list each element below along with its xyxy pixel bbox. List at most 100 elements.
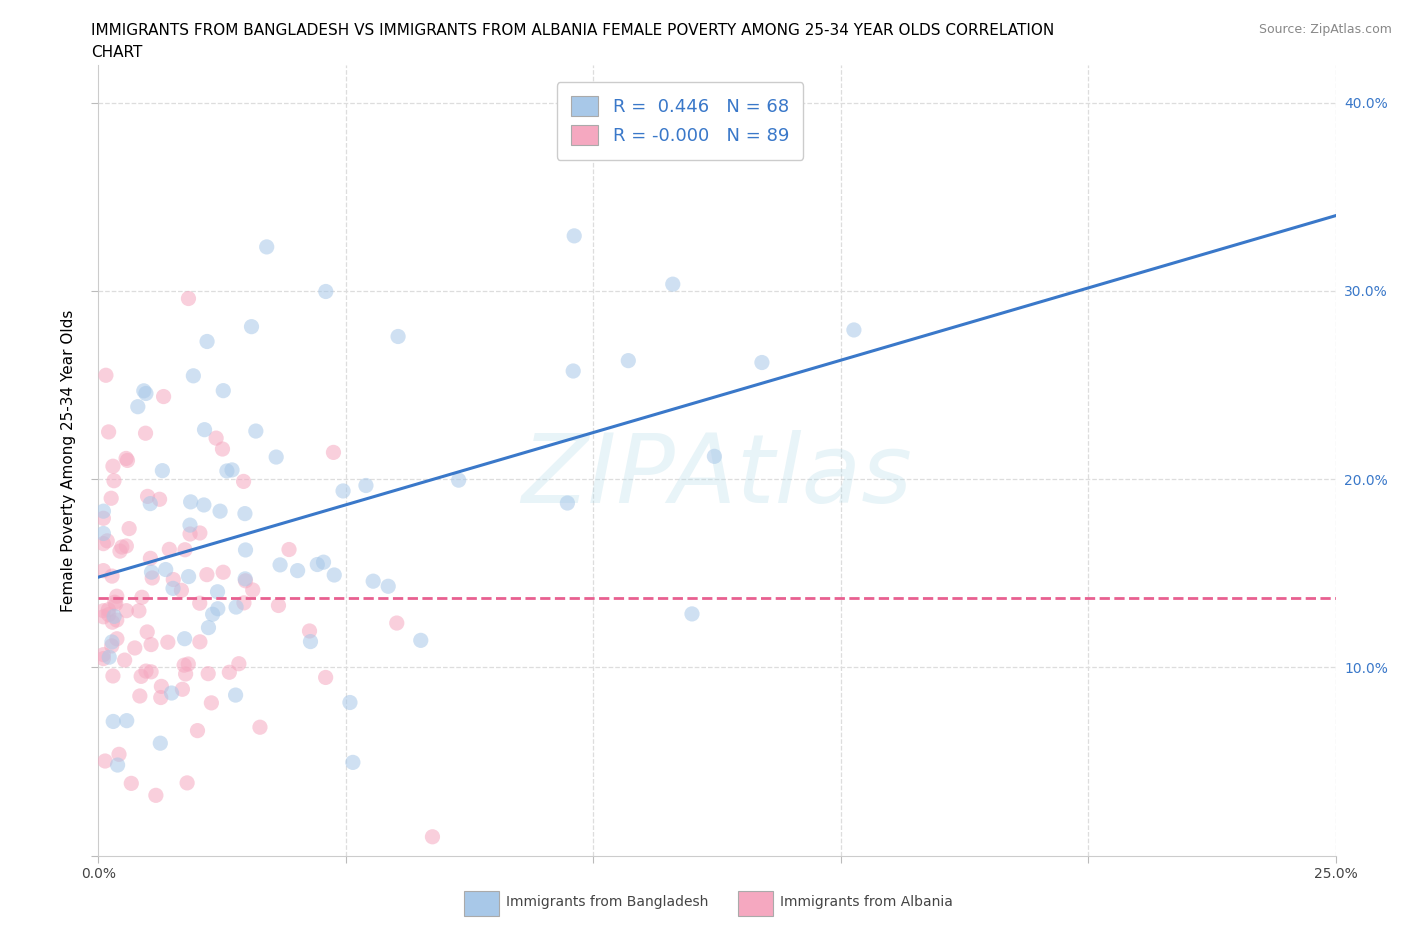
Point xyxy=(115,451,138,466)
Point xyxy=(307,557,329,572)
Point xyxy=(269,557,291,572)
Point xyxy=(681,606,703,621)
Point xyxy=(160,685,183,700)
Point xyxy=(93,504,115,519)
Point xyxy=(149,736,172,751)
Y-axis label: Female Poverty Among 25-34 Year Olds: Female Poverty Among 25-34 Year Olds xyxy=(60,309,76,612)
Point xyxy=(115,538,138,553)
Point xyxy=(751,355,773,370)
Point xyxy=(128,688,150,703)
Point xyxy=(211,442,233,457)
Point xyxy=(176,776,198,790)
Point xyxy=(249,720,271,735)
Text: IMMIGRANTS FROM BANGLADESH VS IMMIGRANTS FROM ALBANIA FEMALE POVERTY AMONG 25-34: IMMIGRANTS FROM BANGLADESH VS IMMIGRANTS… xyxy=(91,23,1055,38)
Point xyxy=(298,623,321,638)
Point xyxy=(207,602,229,617)
Point xyxy=(256,240,278,255)
Point xyxy=(152,389,174,404)
Point xyxy=(93,564,115,578)
Point xyxy=(101,458,124,473)
Point xyxy=(93,609,115,624)
Point xyxy=(278,542,301,557)
Point xyxy=(207,584,229,599)
Text: Immigrants from Bangladesh: Immigrants from Bangladesh xyxy=(506,895,709,910)
Text: CHART: CHART xyxy=(91,45,143,60)
Point xyxy=(218,665,240,680)
Point xyxy=(232,474,254,489)
Point xyxy=(100,491,122,506)
Point xyxy=(377,578,399,593)
Point xyxy=(195,334,218,349)
Point xyxy=(96,534,118,549)
Point xyxy=(315,284,337,299)
Point xyxy=(177,569,200,584)
Point xyxy=(129,669,152,684)
Point xyxy=(105,613,128,628)
Point xyxy=(115,604,138,618)
Point xyxy=(323,567,346,582)
Point xyxy=(225,687,247,702)
Point xyxy=(135,426,157,441)
Point xyxy=(93,511,115,525)
Point xyxy=(312,554,335,569)
Text: ZIPAtlas: ZIPAtlas xyxy=(522,430,912,523)
Point xyxy=(155,562,177,577)
Point xyxy=(97,424,120,439)
Point xyxy=(141,570,163,585)
Point xyxy=(135,664,157,679)
Point xyxy=(703,449,725,464)
Point xyxy=(101,615,124,630)
Point xyxy=(98,650,121,665)
Point xyxy=(233,571,256,586)
Point xyxy=(157,542,180,557)
Point xyxy=(94,753,117,768)
Point xyxy=(107,758,129,773)
Point xyxy=(201,606,224,621)
Point xyxy=(179,518,201,533)
Point xyxy=(156,635,179,650)
Point xyxy=(195,567,218,582)
Point xyxy=(174,667,197,682)
Point xyxy=(139,664,162,679)
Point xyxy=(139,497,162,512)
Point xyxy=(225,600,247,615)
Point xyxy=(97,603,120,618)
Point xyxy=(662,277,685,292)
Point xyxy=(212,383,235,398)
Point xyxy=(100,639,122,654)
Point xyxy=(193,422,215,437)
Point xyxy=(422,830,444,844)
Point xyxy=(186,724,208,738)
Point xyxy=(215,463,238,478)
Point xyxy=(108,544,131,559)
Point xyxy=(132,383,155,398)
Point xyxy=(93,537,115,551)
Point xyxy=(315,670,337,684)
Point xyxy=(118,521,141,536)
Point xyxy=(197,620,219,635)
Point xyxy=(111,539,134,554)
Point xyxy=(209,504,232,519)
Point xyxy=(150,463,173,478)
Point xyxy=(148,492,170,507)
Point xyxy=(101,669,124,684)
Point xyxy=(562,229,585,244)
Point xyxy=(177,657,200,671)
Point xyxy=(332,484,354,498)
Point xyxy=(117,453,139,468)
Point xyxy=(557,496,579,511)
Point xyxy=(104,595,127,610)
Point xyxy=(108,747,131,762)
Point xyxy=(188,596,211,611)
Point xyxy=(842,323,865,338)
Text: Source: ZipAtlas.com: Source: ZipAtlas.com xyxy=(1258,23,1392,36)
Point xyxy=(240,319,263,334)
Point xyxy=(94,368,117,383)
Point xyxy=(339,695,361,710)
Point xyxy=(233,506,256,521)
Point xyxy=(322,445,344,459)
Point xyxy=(105,589,128,604)
Point xyxy=(139,637,162,652)
Text: Immigrants from Albania: Immigrants from Albania xyxy=(780,895,953,910)
Point xyxy=(162,572,184,587)
